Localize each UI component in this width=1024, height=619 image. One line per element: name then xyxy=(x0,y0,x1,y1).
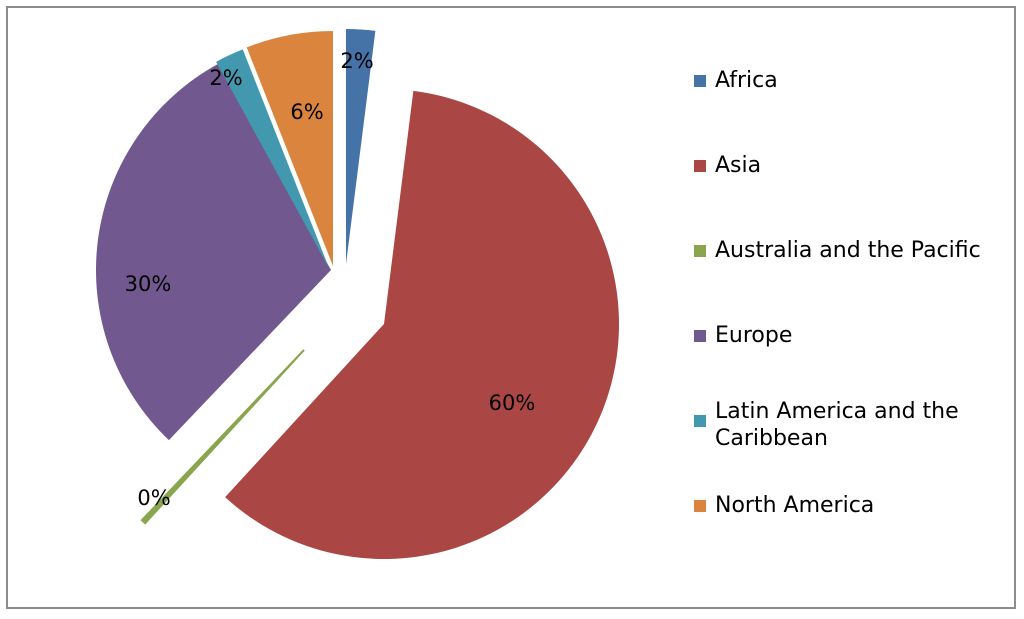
pie-slice-latin-america-and-the-caribbean xyxy=(216,49,329,268)
legend: Africa Asia Australia and the Pacific Europ… xyxy=(694,68,981,518)
data-label-asia: 60% xyxy=(489,391,536,415)
data-labels: 2% 60% 0% 30% 2% 6% xyxy=(125,49,536,510)
data-label-latin-america-and-the-caribbean: 2% xyxy=(209,66,242,90)
legend-label-europe: Europe xyxy=(715,323,792,348)
pie-slice-north-america xyxy=(246,31,333,266)
pie-slice-europe xyxy=(96,63,331,441)
legend-swatch-africa xyxy=(694,75,706,87)
legend-label-asia: Asia xyxy=(715,153,761,178)
legend-label-australia-and-the-pacific: Australia and the Pacific xyxy=(715,238,981,263)
legend-label-north-america: North America xyxy=(715,493,874,518)
data-label-europe: 30% xyxy=(125,272,172,296)
legend-swatch-australia-and-the-pacific xyxy=(694,245,706,257)
legend-swatch-asia xyxy=(694,160,706,172)
pie-slices xyxy=(96,29,619,559)
data-label-africa: 2% xyxy=(340,49,373,73)
legend-swatch-europe xyxy=(694,330,706,342)
legend-swatch-latin-america-and-the-caribbean xyxy=(694,415,706,427)
pie-slice-africa xyxy=(346,29,376,264)
pie-slice-asia xyxy=(225,90,619,559)
data-label-australia-and-the-pacific: 0% xyxy=(137,486,170,510)
pie-slice-australia-and-the-pacific xyxy=(140,349,305,525)
data-label-north-america: 6% xyxy=(290,100,323,124)
legend-label-latin-america-and-the-caribbean: Latin America and the Caribbean xyxy=(715,399,959,451)
legend-label-africa: Africa xyxy=(715,68,778,93)
legend-swatch-north-america xyxy=(694,500,706,512)
